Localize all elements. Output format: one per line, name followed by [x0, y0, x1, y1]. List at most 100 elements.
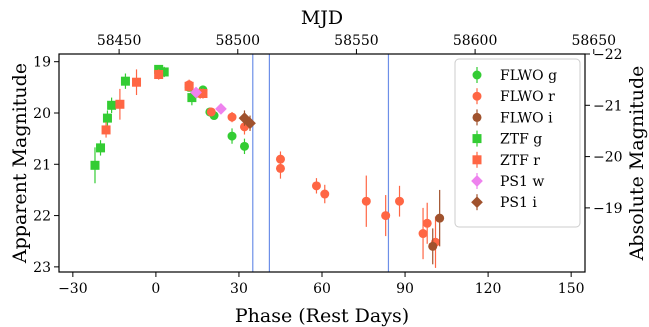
top-tick-label: 58500 — [215, 33, 260, 49]
ps1-i-point — [244, 115, 256, 131]
ps1-w-point — [190, 86, 202, 99]
ztf-r-marker — [101, 125, 111, 135]
legend-label: PS1 i — [500, 195, 537, 211]
ps1-w-point — [215, 103, 227, 115]
legend-marker — [472, 112, 482, 122]
top-axis-title: MJD — [301, 7, 343, 29]
ztf-g-point — [96, 140, 106, 156]
flwo-i-point — [435, 189, 445, 247]
flwo-r-point — [422, 202, 432, 244]
ztf-g-marker — [107, 100, 117, 110]
legend-marker — [472, 91, 482, 101]
legend-marker — [472, 70, 482, 80]
x-tick-label: 0 — [151, 281, 160, 297]
top-tick-label: 58450 — [97, 33, 142, 49]
x-tick-label: 90 — [396, 281, 414, 297]
legend-label: ZTF g — [500, 132, 542, 148]
ps1-i-marker — [244, 117, 256, 130]
flwo-r-point — [320, 184, 330, 204]
ztf-g-point — [159, 66, 169, 78]
flwo-r-marker — [395, 196, 405, 206]
legend-label: FLWO r — [500, 89, 555, 105]
ztf-g-point — [90, 147, 100, 184]
ztf-g-marker — [120, 76, 130, 86]
legend-label: ZTF r — [500, 153, 540, 169]
right-tick-label: −22 — [593, 47, 623, 63]
top-tick-label: 58650 — [571, 33, 616, 49]
legend-item: ZTF g — [472, 130, 542, 148]
flwo-r-marker — [275, 163, 285, 173]
x-tick-label: 30 — [230, 281, 248, 297]
legend-marker — [471, 175, 483, 187]
flwo-g-marker — [227, 131, 237, 141]
flwo-r-point — [206, 107, 216, 117]
right-axis-title: Absolute Magnitude — [626, 66, 648, 262]
flwo-r-marker — [311, 181, 321, 191]
flwo-r-point — [275, 158, 285, 179]
y-axis-title: Apparent Magnitude — [9, 63, 31, 264]
flwo-r-point — [227, 111, 237, 123]
legend-box — [454, 58, 581, 228]
ps1-w-marker — [215, 103, 227, 115]
y-tick-label: 21 — [33, 157, 51, 173]
right-tick-label: −20 — [593, 150, 623, 166]
y-tick-label: 23 — [33, 260, 51, 276]
flwo-i-marker — [428, 241, 438, 251]
legend-marker — [471, 196, 483, 209]
legend: FLWO g FLWO r FLWO i ZTF g ZTF r PS1 w PS1 i — [454, 58, 581, 228]
flwo-r-point — [311, 178, 321, 194]
ztf-g-marker — [96, 143, 106, 153]
ps1-w-marker — [190, 86, 202, 99]
legend-label: FLWO i — [500, 110, 553, 126]
flwo-g-point — [227, 128, 237, 144]
data-points — [90, 64, 445, 268]
ztf-r-marker — [115, 99, 125, 109]
ztf-r-marker — [132, 77, 142, 87]
x-axis-title: Phase (Rest Days) — [235, 305, 409, 327]
y-tick-label: 22 — [33, 209, 51, 225]
legend-item: PS1 w — [471, 173, 544, 190]
ztf-g-marker — [102, 113, 112, 123]
x-tick-label: −30 — [58, 281, 88, 297]
x-tick-label: 60 — [313, 281, 331, 297]
ztf-g-point — [120, 73, 130, 89]
ztf-r-marker — [154, 70, 164, 80]
flwo-r-point — [418, 207, 428, 260]
flwo-g-point — [239, 138, 249, 155]
flwo-r-marker — [422, 218, 432, 228]
bottom-x-axis-ticks: −30 0 30 60 90 120 150 — [58, 272, 585, 297]
flwo-r-marker — [206, 107, 216, 117]
legend-marker — [472, 155, 482, 165]
flwo-r-marker — [361, 196, 371, 206]
ztf-g-point — [102, 110, 112, 126]
flwo-r-marker — [320, 189, 330, 199]
legend-item: FLWO g — [472, 67, 557, 84]
top-tick-label: 58550 — [334, 33, 379, 49]
top-tick-label: 58600 — [453, 33, 498, 49]
y-tick-label: 19 — [33, 55, 51, 71]
top-x-axis-ticks: 58450 58500 58550 58600 58650 — [97, 33, 616, 54]
right-tick-label: −19 — [593, 201, 623, 217]
right-y-axis-ticks: −22 −21 −20 −19 — [585, 47, 623, 217]
flwo-r-point — [361, 175, 371, 227]
x-tick-label: 150 — [558, 281, 585, 297]
ztf-r-marker — [184, 81, 194, 91]
ztf-r-point — [184, 81, 194, 92]
ztf-g-marker — [159, 67, 169, 77]
ztf-r-point — [198, 88, 208, 99]
ztf-r-point — [101, 122, 111, 138]
y-tick-label: 20 — [33, 106, 51, 122]
legend-marker — [472, 134, 482, 144]
ztf-r-point — [154, 69, 164, 80]
ztf-r-marker — [198, 88, 208, 98]
flwo-r-point — [381, 195, 391, 237]
flwo-r-point — [395, 185, 405, 217]
ztf-r-point — [115, 88, 125, 120]
legend-item: ZTF r — [472, 151, 540, 169]
ztf-g-marker — [90, 160, 100, 170]
ztf-g-point — [107, 97, 117, 113]
flwo-r-marker — [227, 112, 237, 122]
legend-item: PS1 i — [471, 194, 537, 211]
flwo-r-marker — [418, 229, 428, 239]
